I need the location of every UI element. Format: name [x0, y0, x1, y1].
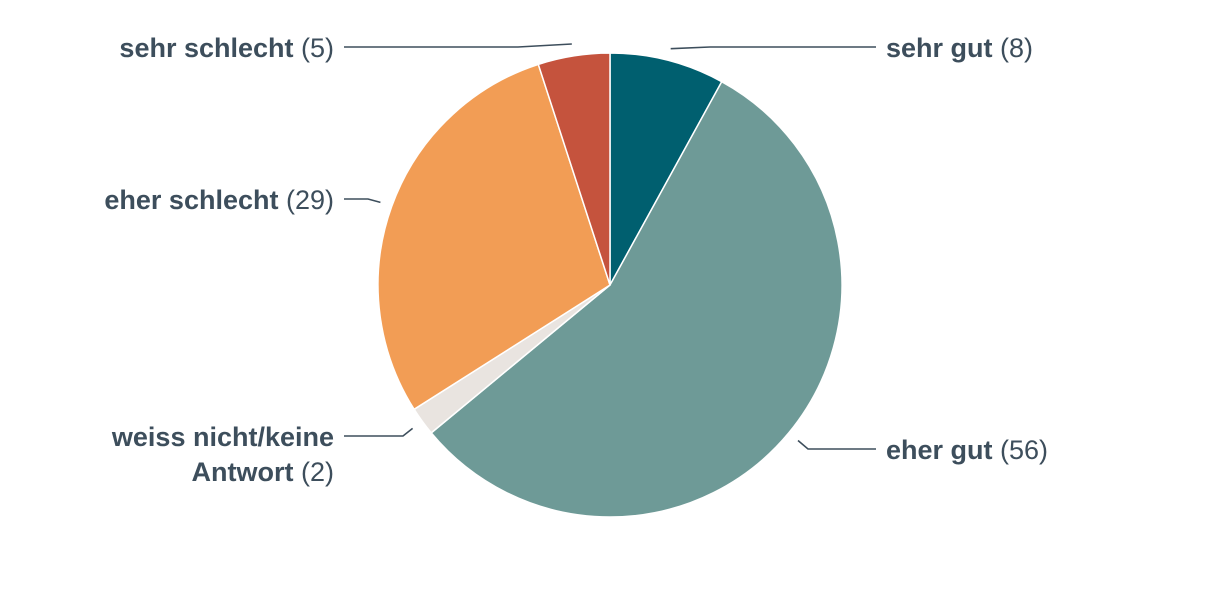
- slice-label-sehr-schlecht: sehr schlecht (5): [119, 33, 334, 63]
- pie-slices: [377, 52, 843, 518]
- leader-line-weiss-nicht-keine-antwort: [344, 427, 414, 437]
- leader-line-sehr-schlecht: [344, 43, 572, 48]
- slice-label-eher-schlecht: eher schlecht (29): [104, 185, 334, 215]
- leader-line-eher-gut: [797, 439, 876, 450]
- pie-slice-eher-schlecht: [377, 63, 611, 411]
- slice-label-value: (8): [993, 33, 1034, 63]
- leader-line-sehr-gut: [670, 46, 876, 50]
- slice-label-sehr-gut: sehr gut (8): [886, 33, 1033, 63]
- slice-label-name: weiss nicht/keine: [111, 422, 334, 452]
- slice-label-value: (5): [294, 33, 335, 63]
- pie-slice-eher-gut: [430, 80, 843, 518]
- pie-slice-sehr-schlecht: [537, 52, 611, 286]
- slice-label-value: (29): [278, 185, 334, 215]
- slice-label-name: Antwort: [192, 457, 294, 487]
- slice-label-value: (56): [993, 435, 1049, 465]
- leader-lines: [344, 43, 876, 450]
- slice-label-eher-gut: eher gut (56): [886, 435, 1048, 465]
- slice-label-name: sehr schlecht: [119, 33, 293, 63]
- slice-label-name: eher schlecht: [104, 185, 278, 215]
- slice-label-name: sehr gut: [886, 33, 993, 63]
- slice-label-value: (2): [294, 457, 335, 487]
- leader-line-eher-schlecht: [344, 198, 381, 204]
- slice-label-weiss-nicht-keine-antwort: weiss nicht/keine Antwort (2): [111, 422, 334, 487]
- slice-labels: sehr gut (8) eher gut (56) weiss nicht/kei…: [104, 33, 1048, 487]
- slice-label-name: eher gut: [886, 435, 993, 465]
- pie-slice-sehr-gut: [609, 52, 723, 286]
